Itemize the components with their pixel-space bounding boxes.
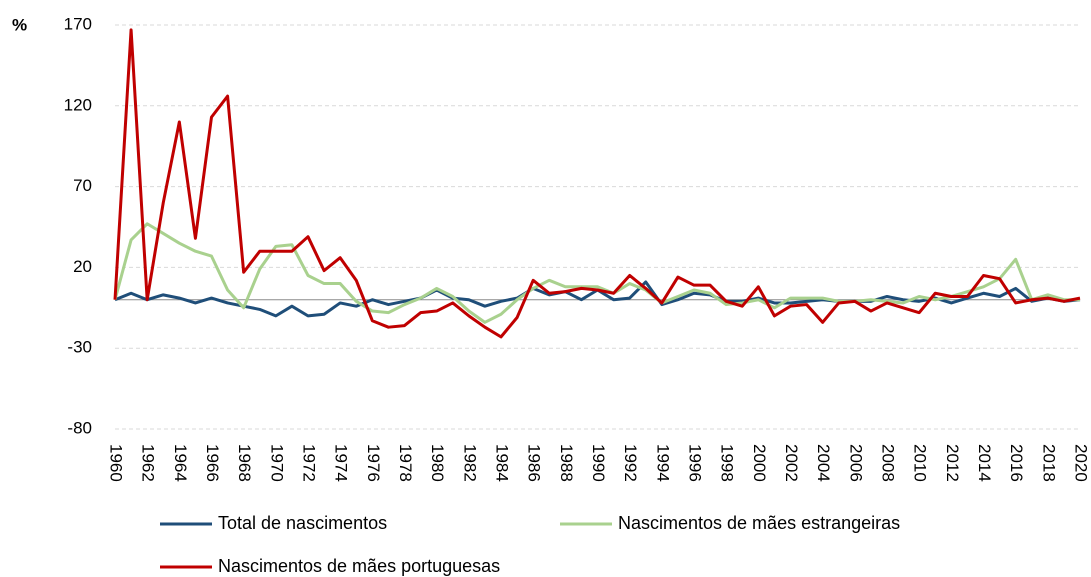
- x-tick-label: 1984: [493, 444, 512, 482]
- y-tick-label: -80: [67, 418, 92, 437]
- x-tick-label: 1972: [300, 444, 319, 482]
- x-tick-label: 2018: [1039, 444, 1058, 482]
- x-tick-label: 1962: [139, 444, 158, 482]
- x-tick-label: 1988: [557, 444, 576, 482]
- legend-label: Total de nascimentos: [218, 513, 387, 533]
- x-tick-label: 1998: [718, 444, 737, 482]
- x-tick-label: 2010: [911, 444, 930, 482]
- x-tick-label: 2016: [1007, 444, 1026, 482]
- y-axis-label: %: [12, 15, 27, 34]
- x-tick-label: 1980: [428, 444, 447, 482]
- x-tick-label: 2002: [782, 444, 801, 482]
- x-tick-label: 2012: [943, 444, 962, 482]
- x-tick-label: 1966: [203, 444, 222, 482]
- x-tick-label: 1960: [107, 444, 126, 482]
- series-line: [113, 222, 1080, 324]
- x-tick-label: 1964: [171, 444, 190, 482]
- x-tick-label: 2020: [1072, 444, 1091, 482]
- x-tick-label: 1986: [525, 444, 544, 482]
- series-line: [113, 28, 1081, 339]
- x-tick-label: 1976: [364, 444, 383, 482]
- x-tick-label: 1996: [686, 444, 705, 482]
- y-tick-label: 70: [73, 176, 92, 195]
- x-tick-label: 1974: [332, 444, 351, 482]
- legend-label: Nascimentos de mães estrangeiras: [618, 513, 900, 533]
- x-tick-label: 1990: [589, 444, 608, 482]
- x-tick-label: 1970: [267, 444, 286, 482]
- y-tick-label: 20: [73, 257, 92, 276]
- y-tick-label: 120: [64, 95, 92, 114]
- x-tick-label: 2000: [750, 444, 769, 482]
- x-tick-label: 1982: [460, 444, 479, 482]
- x-tick-label: 1978: [396, 444, 415, 482]
- legend-label: Nascimentos de mães portuguesas: [218, 556, 500, 576]
- x-tick-label: 2004: [814, 444, 833, 482]
- x-tick-label: 2014: [975, 444, 994, 482]
- x-tick-label: 1994: [653, 444, 672, 482]
- y-tick-label: -30: [67, 338, 92, 357]
- x-tick-label: 1992: [621, 444, 640, 482]
- x-tick-label: 2006: [846, 444, 865, 482]
- y-tick-label: 170: [64, 14, 92, 33]
- x-tick-label: 2008: [879, 444, 898, 482]
- x-tick-label: 1968: [235, 444, 254, 482]
